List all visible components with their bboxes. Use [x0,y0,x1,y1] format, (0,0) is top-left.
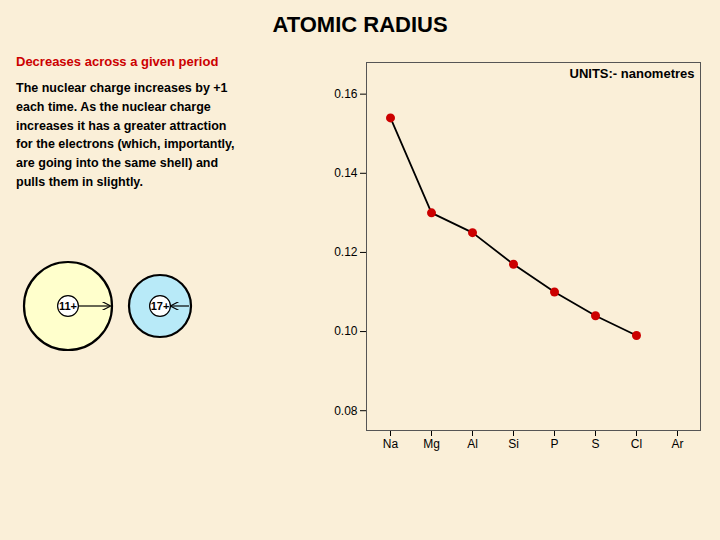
svg-text:Mg: Mg [423,437,440,451]
svg-text:Si: Si [508,437,519,451]
html-text:Decreases across a given perio: Decreases across a given period [16,54,219,69]
svg-text:Ar: Ar [672,437,684,451]
svg-text:S: S [591,437,599,451]
html-text:ATOMIC RADIUS: ATOMIC RADIUS [272,12,448,37]
svg-text:0.16: 0.16 [334,87,358,101]
svg-text:0.10: 0.10 [334,324,358,338]
svg-text:Cl: Cl [631,437,642,451]
svg-text:Al: Al [467,437,478,451]
svg-text:0.08: 0.08 [334,404,358,418]
html-text:The nuclear charge increases b: The nuclear charge increases by +1 each … [16,81,235,189]
svg-text:P: P [550,437,558,451]
svg-text:17+: 17+ [151,300,170,312]
svg-text:0.12: 0.12 [334,245,358,259]
svg-text:0.14: 0.14 [334,166,358,180]
svg-text:UNITS:- nanometres: UNITS:- nanometres [570,66,695,81]
svg-text:Na: Na [383,437,399,451]
svg-text:11+: 11+ [59,300,77,312]
